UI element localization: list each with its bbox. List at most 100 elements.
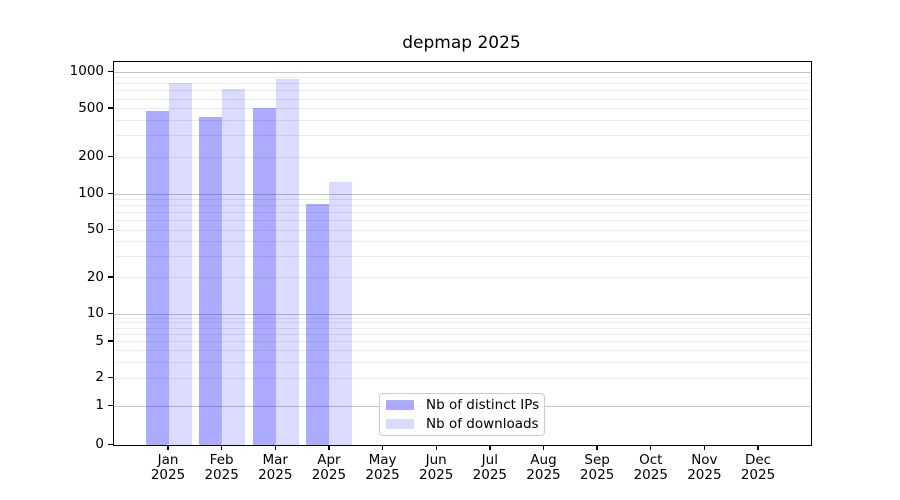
minor-gridline <box>114 327 811 329</box>
x-tick-label: Aug 2025 <box>511 453 575 483</box>
x-tick-mark <box>381 445 384 451</box>
x-tick-label-year: 2025 <box>204 467 239 483</box>
y-tick-label: 100 <box>78 185 104 201</box>
legend: Nb of distinct IPs Nb of downloads <box>379 393 545 436</box>
minor-gridline <box>114 83 811 85</box>
minor-gridline <box>114 212 811 214</box>
minor-gridline <box>114 350 811 352</box>
x-tick-label-month: Aug <box>530 452 557 468</box>
bar-downloads <box>275 79 299 445</box>
minor-gridline <box>114 277 811 279</box>
minor-gridline <box>114 98 811 100</box>
x-tick-label-month: Dec <box>744 452 772 468</box>
x-tick-label-month: Oct <box>639 452 663 468</box>
y-tick-label: 10 <box>86 305 104 321</box>
y-tick-mark <box>108 312 113 314</box>
legend-swatch <box>386 419 414 429</box>
minor-gridline <box>114 361 811 363</box>
x-tick-label-month: Jun <box>425 452 447 468</box>
x-tick-label-year: 2025 <box>687 467 722 483</box>
x-tick-mark <box>435 445 437 451</box>
legend-swatch <box>386 400 414 410</box>
x-tick-mark <box>489 445 491 451</box>
minor-gridline <box>114 220 811 222</box>
x-tick-label: Nov 2025 <box>672 453 736 483</box>
x-tick-mark <box>328 445 330 451</box>
bar-distinct-ips <box>252 108 276 445</box>
minor-gridline <box>114 341 811 343</box>
y-tick-label: 2 <box>95 369 104 386</box>
x-tick-mark <box>220 445 223 451</box>
y-tick-mark <box>108 228 113 230</box>
minor-gridline <box>114 156 811 158</box>
x-tick-mark <box>650 445 652 451</box>
x-tick-label: May 2025 <box>351 453 415 483</box>
y-tick-mark <box>108 192 113 194</box>
x-tick-label-month: Apr <box>317 452 341 468</box>
minor-gridline <box>114 317 811 319</box>
x-tick-label: Jan 2025 <box>136 453 200 483</box>
y-tick-mark <box>108 107 113 109</box>
x-tick-label-year: 2025 <box>740 467 776 483</box>
x-tick-mark <box>757 445 759 451</box>
x-tick-label-year: 2025 <box>526 467 561 483</box>
y-tick-label: 5 <box>95 332 104 349</box>
bar-downloads <box>168 82 192 445</box>
legend-label: Nb of distinct IPs <box>426 397 540 413</box>
y-tick-label: 20 <box>86 268 104 285</box>
bar-distinct-ips <box>306 204 330 445</box>
minor-gridline <box>114 77 811 79</box>
minor-gridline <box>114 198 811 200</box>
major-gridline <box>114 193 811 195</box>
x-tick-label-year: 2025 <box>633 467 668 483</box>
x-tick-label: Mar 2025 <box>243 453 307 483</box>
bar-distinct-ips <box>199 116 223 445</box>
x-tick-label-month: Nov <box>691 452 718 468</box>
y-tick-mark <box>108 404 113 406</box>
x-tick-label-year: 2025 <box>258 467 293 483</box>
x-tick-label-year: 2025 <box>419 467 454 483</box>
x-tick-label-year: 2025 <box>150 467 186 483</box>
x-tick-label: Jul 2025 <box>458 453 522 483</box>
x-tick-mark <box>703 445 706 451</box>
legend-entry: Nb of distinct IPs <box>386 397 540 413</box>
x-tick-label-year: 2025 <box>472 467 507 483</box>
x-tick-label: Jun 2025 <box>404 453 468 483</box>
bar-downloads <box>329 182 353 445</box>
major-gridline <box>114 71 811 73</box>
chart-title: depmap 2025 <box>402 33 521 53</box>
x-tick-label-year: 2025 <box>579 467 615 483</box>
x-tick-mark <box>542 445 545 451</box>
x-tick-label-month: Mar <box>262 452 288 468</box>
x-tick-label-year: 2025 <box>365 467 400 483</box>
legend-entry: Nb of downloads <box>386 416 539 432</box>
y-tick-mark <box>108 70 113 72</box>
minor-gridline <box>114 333 811 335</box>
x-tick-label-year: 2025 <box>311 467 347 483</box>
y-tick-mark <box>108 340 113 342</box>
x-tick-mark <box>274 445 276 451</box>
major-gridline <box>114 313 811 315</box>
minor-gridline <box>114 90 811 92</box>
y-tick-label: 50 <box>86 221 104 238</box>
y-tick-label: 500 <box>78 99 104 116</box>
x-tick-label: Sep 2025 <box>565 453 629 483</box>
legend-label: Nb of downloads <box>426 416 539 432</box>
minor-gridline <box>114 241 811 243</box>
x-tick-label: Apr 2025 <box>297 453 361 483</box>
y-tick-label: 0 <box>95 436 104 452</box>
minor-gridline <box>114 108 811 110</box>
x-tick-label-month: Jul <box>481 452 498 468</box>
y-tick-label: 1 <box>95 397 104 413</box>
x-tick-label-month: Feb <box>209 452 234 468</box>
y-tick-mark <box>108 155 113 158</box>
minor-gridline <box>114 322 811 324</box>
x-tick-label: Feb 2025 <box>190 453 254 483</box>
y-tick-mark <box>108 276 113 278</box>
x-tick-label: Dec 2025 <box>726 453 790 483</box>
y-tick-mark <box>108 443 113 445</box>
x-tick-label-month: Sep <box>584 452 610 468</box>
plot-area: Nb of distinct IPs Nb of downloads <box>113 61 812 446</box>
x-tick-mark <box>596 445 598 451</box>
